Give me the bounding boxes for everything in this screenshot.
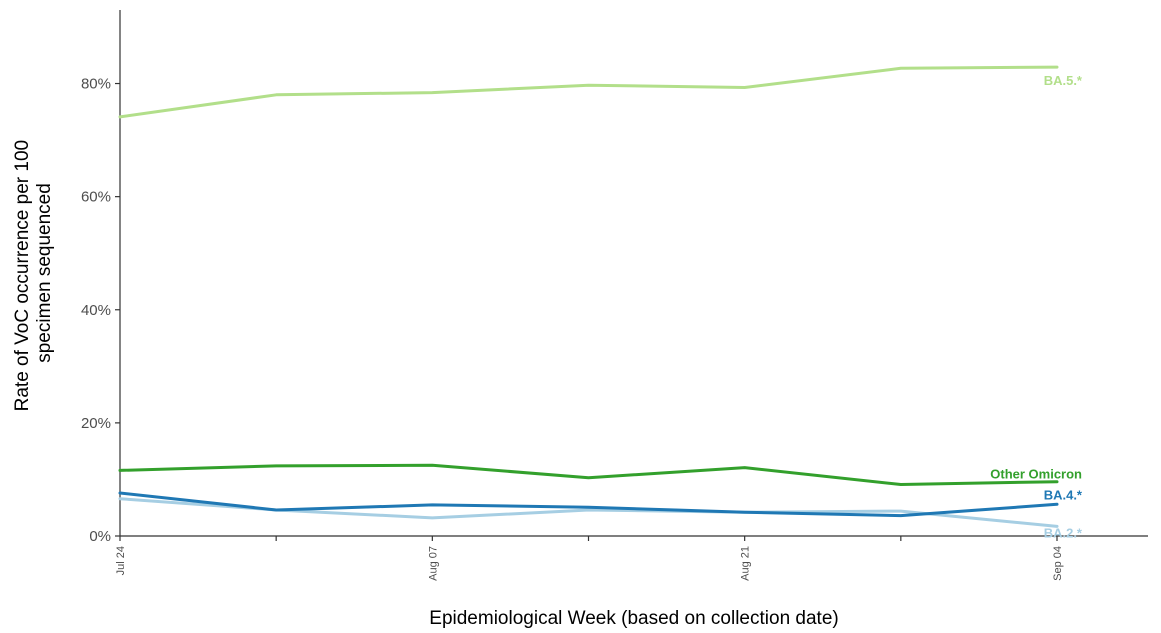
series-end-label: Other Omicron <box>990 467 1082 482</box>
x-tick-label: Aug 21 <box>740 546 752 581</box>
y-tick-label: 20% <box>81 415 111 432</box>
y-axis-title-line-2: specimen sequenced <box>34 183 55 363</box>
x-ticks: Jul 24 Aug 07 Aug 21 Sep 04 <box>115 536 1064 581</box>
y-tick-label: 80% <box>81 76 111 93</box>
x-tick-label: Sep 04 <box>1052 546 1064 581</box>
x-axis-title: Epidemiological Week (based on collectio… <box>429 608 838 629</box>
y-tick-label: 60% <box>81 189 111 206</box>
series-line <box>118 497 1059 528</box>
y-axis-title-line-1: Rate of VoC occurrence per 100 <box>12 140 33 411</box>
x-tick-label: Aug 07 <box>427 546 439 581</box>
series-end-label: BA.4.* <box>1044 487 1083 502</box>
series-labels: BA.5.* Other Omicron BA.4.* BA.2.* <box>990 73 1083 540</box>
series-lines <box>118 65 1059 528</box>
y-tick-label: 40% <box>81 302 111 319</box>
series-line <box>118 463 1059 486</box>
series-end-label: BA.2.* <box>1044 525 1083 540</box>
chart-axes <box>119 10 1148 537</box>
y-ticks: 0% 20% 40% 60% 80% <box>81 76 120 545</box>
series-line <box>118 491 1059 518</box>
y-axis-title: Rate of VoC occurrence per 100 specimen … <box>12 135 55 412</box>
series-end-label: BA.5.* <box>1044 73 1083 88</box>
y-tick-label: 0% <box>89 528 111 545</box>
series-line <box>118 65 1059 119</box>
x-tick-label: Jul 24 <box>115 546 127 575</box>
